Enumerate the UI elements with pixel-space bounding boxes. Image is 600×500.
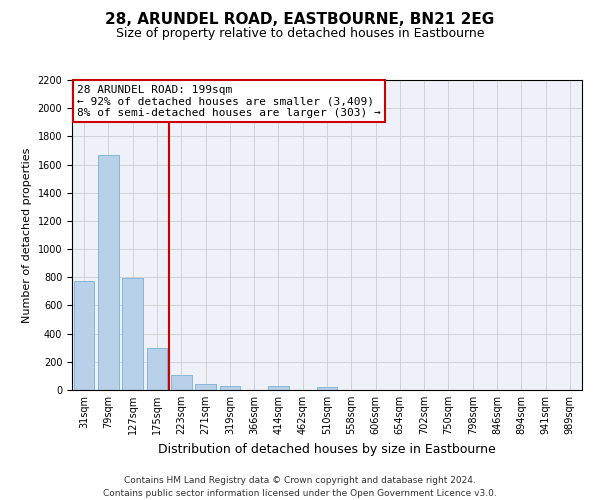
Text: Contains HM Land Registry data © Crown copyright and database right 2024.
Contai: Contains HM Land Registry data © Crown c…: [103, 476, 497, 498]
Bar: [146, 348, 167, 390]
Y-axis label: Number of detached properties: Number of detached properties: [22, 148, 32, 322]
Bar: [122, 278, 143, 390]
Bar: [220, 386, 240, 390]
Bar: [74, 281, 94, 390]
Bar: [268, 386, 289, 390]
Bar: [317, 387, 337, 390]
Text: Size of property relative to detached houses in Eastbourne: Size of property relative to detached ho…: [116, 28, 484, 40]
Bar: [171, 374, 191, 390]
Text: 28 ARUNDEL ROAD: 199sqm
← 92% of detached houses are smaller (3,409)
8% of semi-: 28 ARUNDEL ROAD: 199sqm ← 92% of detache…: [77, 84, 381, 118]
Bar: [195, 384, 216, 390]
Bar: [98, 154, 119, 390]
X-axis label: Distribution of detached houses by size in Eastbourne: Distribution of detached houses by size …: [158, 442, 496, 456]
Text: 28, ARUNDEL ROAD, EASTBOURNE, BN21 2EG: 28, ARUNDEL ROAD, EASTBOURNE, BN21 2EG: [106, 12, 494, 28]
